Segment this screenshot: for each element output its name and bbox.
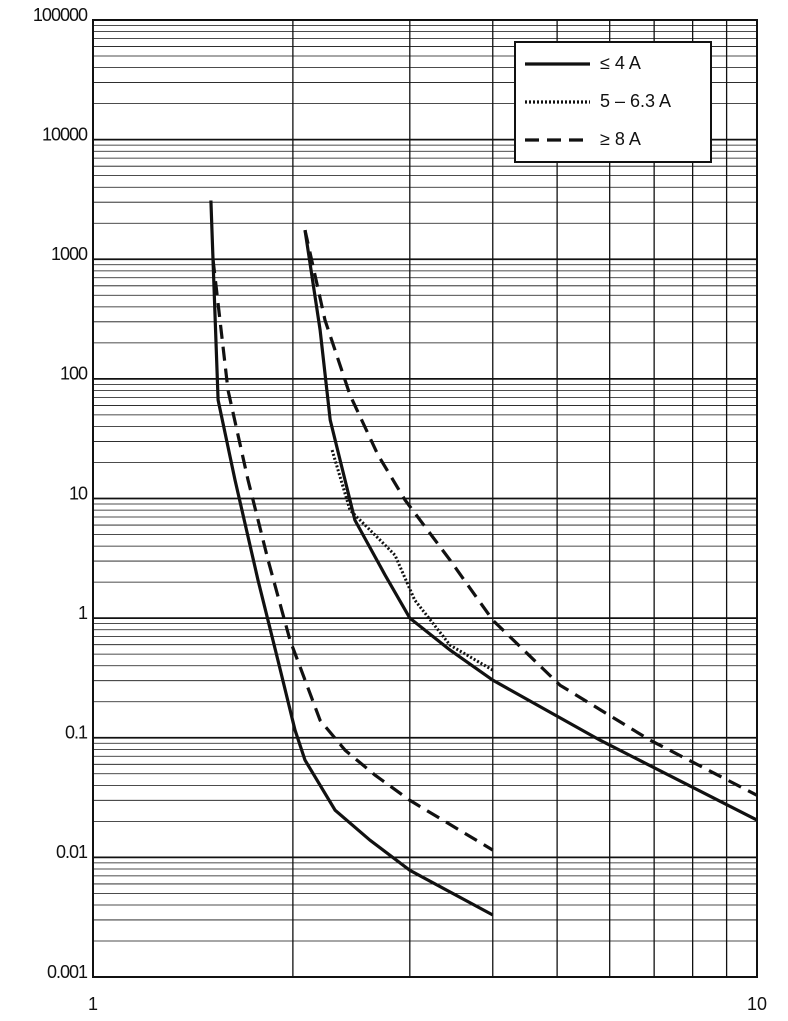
y-tick-label: 1 — [78, 603, 88, 623]
y-tick-label: 0.1 — [65, 723, 88, 743]
legend-label: ≤ 4 A — [600, 53, 641, 73]
y-tick-label: 10000 — [42, 124, 88, 144]
x-tick-label: 1 — [88, 994, 98, 1014]
y-tick-label: 0.01 — [56, 842, 88, 862]
y-tick-label: 0.001 — [47, 962, 88, 982]
x-tick-label: 10 — [747, 994, 767, 1014]
legend-box — [514, 41, 712, 163]
series-line — [330, 449, 494, 672]
y-tick-label: 100 — [60, 364, 88, 384]
legend-label: 5 – 6.3 A — [600, 91, 671, 111]
y-tick-label: 1000 — [51, 244, 88, 264]
y-tick-label: 100000 — [33, 5, 88, 25]
series-line — [209, 200, 758, 917]
legend-label: ≥ 8 A — [600, 129, 641, 149]
y-tick-label: 10 — [69, 483, 88, 503]
plot-frame — [92, 19, 758, 978]
series-line — [211, 229, 758, 852]
